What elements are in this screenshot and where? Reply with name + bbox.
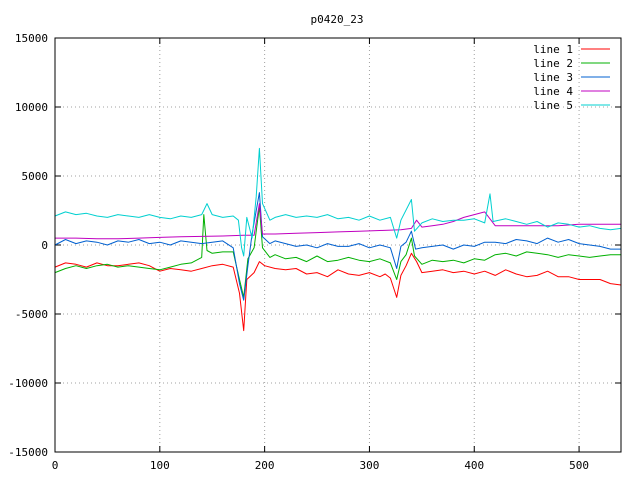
series-line-3 bbox=[54, 192, 621, 301]
y-tick-label: -5000 bbox=[15, 308, 48, 321]
x-tick-label: 500 bbox=[569, 459, 589, 472]
legend-label: line 1 bbox=[533, 43, 573, 56]
x-tick-label: 300 bbox=[360, 459, 380, 472]
legend-label: line 4 bbox=[533, 85, 573, 98]
series-layer bbox=[54, 147, 622, 332]
series-line-2 bbox=[54, 205, 621, 298]
plot-frame bbox=[54, 37, 622, 453]
x-tick-label: 400 bbox=[464, 459, 484, 472]
x-tick-label: 100 bbox=[150, 459, 170, 472]
y-tick-label: -10000 bbox=[8, 377, 48, 390]
series-line-4 bbox=[55, 203, 621, 240]
legend-label: line 5 bbox=[533, 99, 573, 112]
y-tick-label: 5000 bbox=[22, 170, 49, 183]
y-tick-label: 10000 bbox=[15, 101, 48, 114]
y-tick-label: -15000 bbox=[8, 446, 48, 459]
grid bbox=[55, 38, 621, 452]
legend-label: line 3 bbox=[533, 71, 573, 84]
axis-ticks: 0 100 200 300 400 500 -15000 -10000 -5000 0 5000 10… bbox=[8, 32, 621, 472]
y-tick-label: 0 bbox=[41, 239, 48, 252]
x-tick-label: 0 bbox=[52, 459, 59, 472]
legend-label: line 2 bbox=[533, 57, 573, 70]
y-tick-label: 15000 bbox=[15, 32, 48, 45]
series-line-1 bbox=[54, 252, 622, 332]
series-line-5 bbox=[54, 147, 622, 257]
chart-title: p0420_23 bbox=[311, 13, 364, 26]
x-tick-label: 200 bbox=[255, 459, 275, 472]
